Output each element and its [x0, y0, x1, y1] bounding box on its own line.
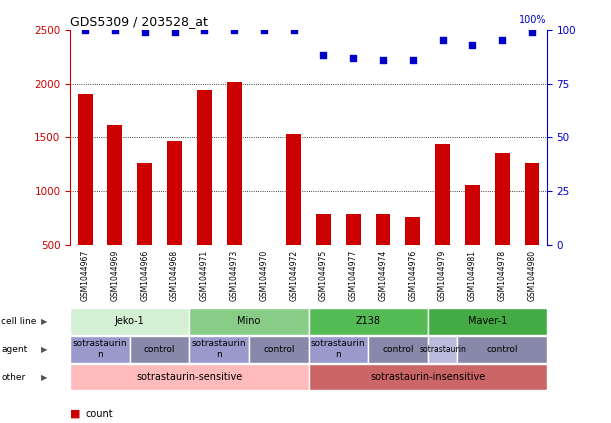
Bar: [376, 214, 390, 299]
Text: GSM1044967: GSM1044967: [81, 250, 90, 302]
Text: GSM1044976: GSM1044976: [408, 250, 417, 302]
Text: GSM1044979: GSM1044979: [438, 250, 447, 302]
Text: Maver-1: Maver-1: [467, 316, 507, 326]
Text: GSM1044975: GSM1044975: [319, 250, 328, 302]
Text: GSM1044966: GSM1044966: [141, 250, 149, 302]
Text: sotrastaurin
n: sotrastaurin n: [311, 340, 365, 359]
Bar: [167, 141, 182, 299]
Text: sotrastaurin: sotrastaurin: [419, 345, 466, 354]
Point: [318, 52, 328, 59]
Text: Mino: Mino: [237, 316, 261, 326]
Bar: [137, 163, 152, 299]
Text: GSM1044968: GSM1044968: [170, 250, 179, 301]
Bar: [286, 134, 301, 299]
Bar: [108, 124, 122, 299]
Text: GSM1044972: GSM1044972: [289, 250, 298, 301]
Text: sotrastaurin
n: sotrastaurin n: [73, 340, 127, 359]
Bar: [524, 163, 540, 299]
Bar: [197, 90, 212, 299]
Text: GSM1044974: GSM1044974: [379, 250, 387, 302]
Point: [437, 37, 447, 44]
Bar: [495, 153, 510, 299]
Text: ▶: ▶: [41, 373, 48, 382]
Text: GSM1044971: GSM1044971: [200, 250, 209, 301]
Point: [408, 56, 418, 63]
Text: control: control: [144, 345, 175, 354]
Text: other: other: [1, 373, 26, 382]
Bar: [465, 185, 480, 299]
Point: [170, 28, 180, 35]
Text: GSM1044980: GSM1044980: [527, 250, 536, 301]
Point: [199, 26, 209, 33]
Point: [289, 26, 299, 33]
Text: GSM1044981: GSM1044981: [468, 250, 477, 301]
Point: [527, 28, 537, 35]
Text: control: control: [486, 345, 518, 354]
Text: sotrastaurin-sensitive: sotrastaurin-sensitive: [136, 372, 243, 382]
Bar: [435, 144, 450, 299]
Text: control: control: [382, 345, 414, 354]
Bar: [227, 82, 241, 299]
Bar: [78, 94, 93, 299]
Text: count: count: [86, 409, 113, 419]
Text: Jeko-1: Jeko-1: [115, 316, 145, 326]
Text: sotrastaurin-insensitive: sotrastaurin-insensitive: [370, 372, 485, 382]
Text: GSM1044977: GSM1044977: [349, 250, 357, 302]
Point: [229, 26, 239, 33]
Text: ▶: ▶: [41, 345, 48, 354]
Point: [110, 26, 120, 33]
Text: ▶: ▶: [41, 317, 48, 326]
Point: [378, 56, 388, 63]
Text: GDS5309 / 203528_at: GDS5309 / 203528_at: [70, 16, 208, 28]
Text: cell line: cell line: [1, 317, 37, 326]
Text: Z138: Z138: [356, 316, 381, 326]
Point: [140, 28, 150, 35]
Bar: [346, 214, 360, 299]
Point: [348, 54, 358, 61]
Bar: [405, 217, 420, 299]
Text: GSM1044978: GSM1044978: [498, 250, 507, 301]
Text: control: control: [263, 345, 295, 354]
Text: sotrastaurin
n: sotrastaurin n: [192, 340, 246, 359]
Bar: [257, 245, 271, 299]
Text: GSM1044969: GSM1044969: [111, 250, 119, 302]
Point: [497, 37, 507, 44]
Point: [467, 41, 477, 48]
Text: GSM1044973: GSM1044973: [230, 250, 238, 302]
Point: [80, 26, 90, 33]
Text: agent: agent: [1, 345, 27, 354]
Text: 100%: 100%: [519, 15, 547, 25]
Text: ■: ■: [70, 409, 81, 419]
Bar: [316, 214, 331, 299]
Text: GSM1044970: GSM1044970: [260, 250, 268, 302]
Point: [259, 26, 269, 33]
